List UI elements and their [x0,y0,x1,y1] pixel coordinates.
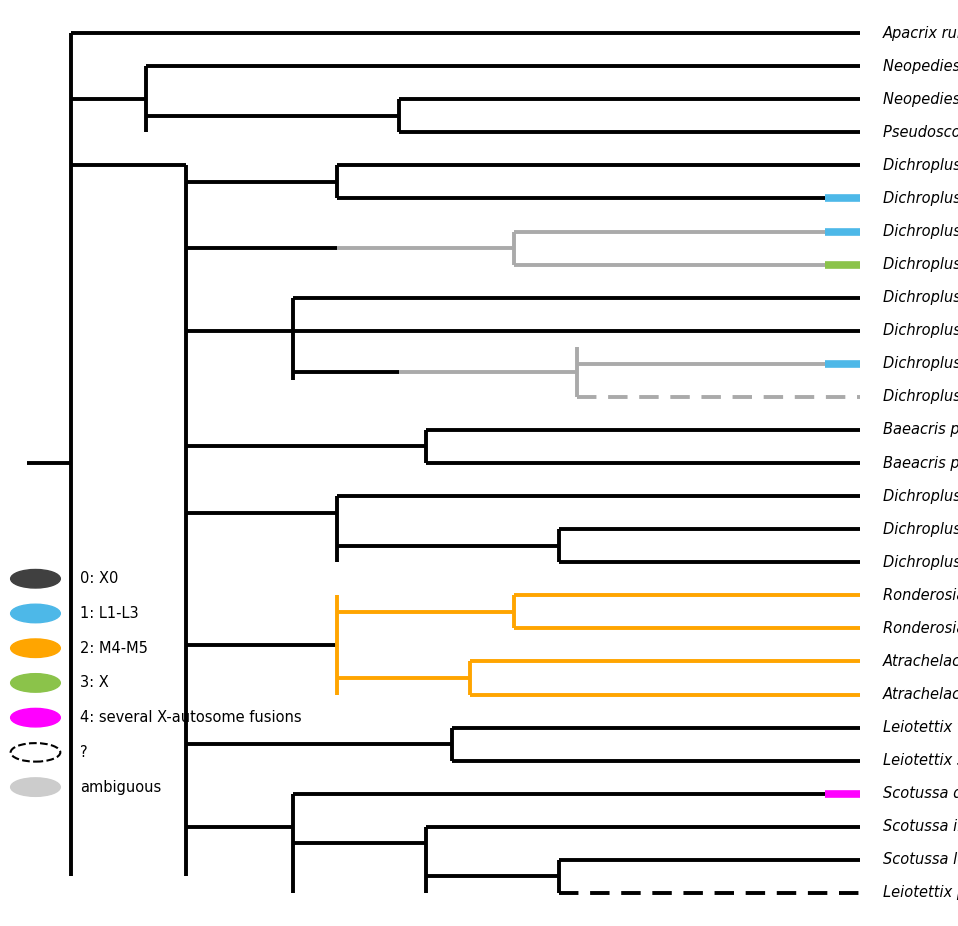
Text: Leiotettix viridis: Leiotettix viridis [882,720,958,735]
Text: Dichroplus vittigerum: Dichroplus vittigerum [882,191,958,206]
Text: Ronderosia bergii: Ronderosia bergii [882,620,958,636]
Circle shape [11,778,60,796]
Text: Neopedies noroestensis: Neopedies noroestensis [882,58,958,74]
Text: 2: M4-M5: 2: M4-M5 [80,641,148,656]
Text: 0: X0: 0: X0 [80,571,118,586]
Text: Atrachelacris unicolor: Atrachelacris unicolor [882,654,958,669]
Text: Dichroplus elongatus: Dichroplus elongatus [882,489,958,504]
Text: Leiotettix pulcher: Leiotettix pulcher [882,885,958,900]
Text: Dichroplus maculipennis: Dichroplus maculipennis [882,224,958,239]
Text: 1: L1-L3: 1: L1-L3 [80,606,139,621]
Circle shape [11,639,60,657]
Text: Atrachelacris olivaceus: Atrachelacris olivaceus [882,687,958,702]
Text: Baeacris psudopunctulatus: Baeacris psudopunctulatus [882,422,958,437]
Text: Dichroplus silveiraguidoi: Dichroplus silveiraguidoi [882,389,958,405]
Circle shape [11,605,60,623]
Text: Dichroplus pratensis: Dichroplus pratensis [882,290,958,306]
Text: Scotussa daguerrei: Scotussa daguerrei [882,786,958,801]
Text: Ronderosia forcipata: Ronderosia forcipata [882,588,958,603]
Text: Dichroplus schulzi: Dichroplus schulzi [882,521,958,537]
Text: ambiguous: ambiguous [80,780,161,795]
Text: Dichroplus conspersus: Dichroplus conspersus [882,323,958,338]
Text: ?: ? [80,745,87,760]
Text: Dichroplus patruelis: Dichroplus patruelis [882,555,958,569]
Circle shape [11,708,60,727]
Text: Dichroplus vittatus: Dichroplus vittatus [882,257,958,272]
Text: Scotussa lemniscata: Scotussa lemniscata [882,852,958,868]
Text: Neopedies brunneri: Neopedies brunneri [882,92,958,106]
Text: 4: several X-autosome fusions: 4: several X-autosome fusions [80,710,302,725]
Text: Apacrix rubritorax: Apacrix rubritorax [882,26,958,41]
Text: Dichroplus obscurus: Dichroplus obscurus [882,357,958,371]
Text: 3: X: 3: X [80,675,108,691]
Text: Baeacris punctulatus: Baeacris punctulatus [882,456,958,470]
Text: Dichroplus democraticus: Dichroplus democraticus [882,157,958,173]
Text: Scotussa impudica: Scotussa impudica [882,820,958,834]
Circle shape [11,569,60,588]
Text: Pseudoscopas nigrigena: Pseudoscopas nigrigena [882,125,958,140]
Text: Leiotettix sanguineus: Leiotettix sanguineus [882,753,958,769]
Circle shape [11,674,60,693]
